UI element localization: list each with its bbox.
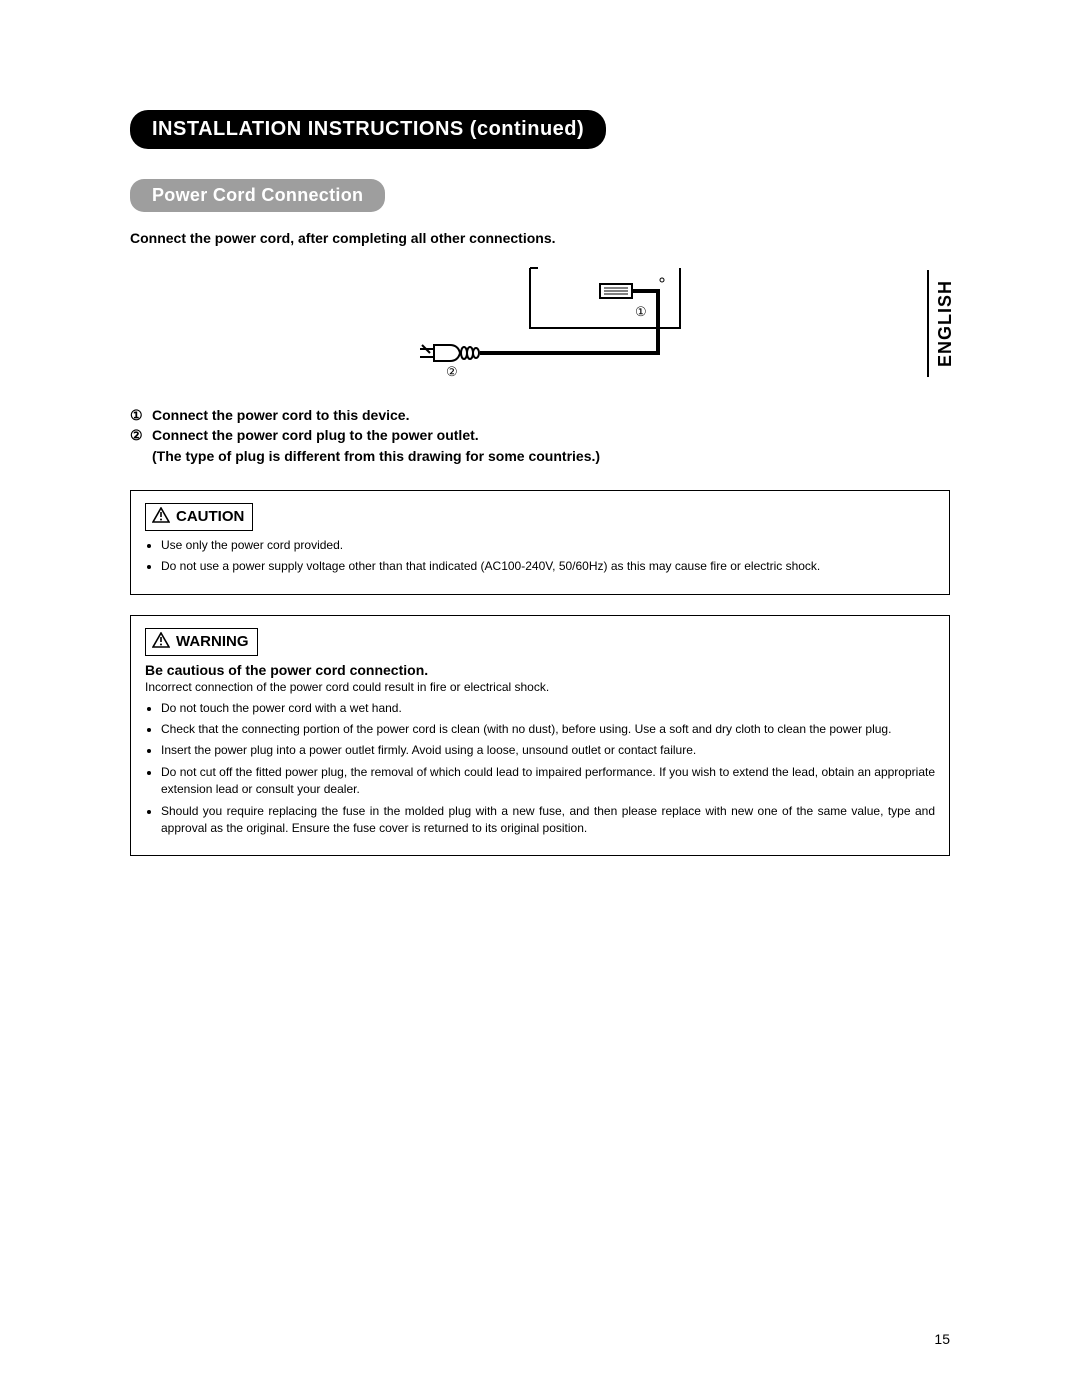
section-header-pill: Power Cord Connection [130, 179, 385, 212]
page-header-pill: INSTALLATION INSTRUCTIONS (continued) [130, 110, 606, 149]
step-num-1: ① [130, 405, 152, 425]
caution-item: Do not use a power supply voltage other … [161, 558, 935, 575]
warning-label-text: WARNING [176, 633, 249, 650]
warning-list: Do not touch the power cord with a wet h… [145, 700, 935, 838]
svg-text:①: ① [635, 304, 647, 319]
svg-text:②: ② [446, 364, 458, 378]
page-number: 15 [934, 1331, 950, 1347]
step-num-2: ② [130, 425, 152, 445]
caution-label: CAUTION [145, 503, 253, 531]
caution-box: CAUTION Use only the power cord provided… [130, 490, 950, 595]
warning-item: Check that the connecting portion of the… [161, 721, 935, 738]
step-text-1: Connect the power cord to this device. [152, 405, 409, 425]
warning-subhead: Be cautious of the power cord connection… [145, 662, 935, 678]
language-side-tab: ENGLISH [927, 270, 962, 377]
warning-label: WARNING [145, 628, 258, 656]
warning-intro: Incorrect connection of the power cord c… [145, 680, 935, 694]
step-text-2b: (The type of plug is different from this… [130, 446, 950, 466]
warning-item: Should you require replacing the fuse in… [161, 803, 935, 838]
warning-box: WARNING Be cautious of the power cord co… [130, 615, 950, 857]
warning-item: Do not cut off the fitted power plug, th… [161, 764, 935, 799]
caution-item: Use only the power cord provided. [161, 537, 935, 554]
warning-item: Do not touch the power cord with a wet h… [161, 700, 935, 717]
caution-label-text: CAUTION [176, 508, 244, 525]
warning-triangle-icon [152, 507, 170, 527]
step-text-2: Connect the power cord plug to the power… [152, 425, 479, 445]
warning-triangle-icon [152, 632, 170, 652]
power-cord-diagram: ① ② [130, 258, 950, 383]
intro-text: Connect the power cord, after completing… [130, 230, 950, 246]
caution-list: Use only the power cord provided. Do not… [145, 537, 935, 576]
warning-item: Insert the power plug into a power outle… [161, 742, 935, 759]
numbered-steps: ① Connect the power cord to this device.… [130, 405, 950, 466]
